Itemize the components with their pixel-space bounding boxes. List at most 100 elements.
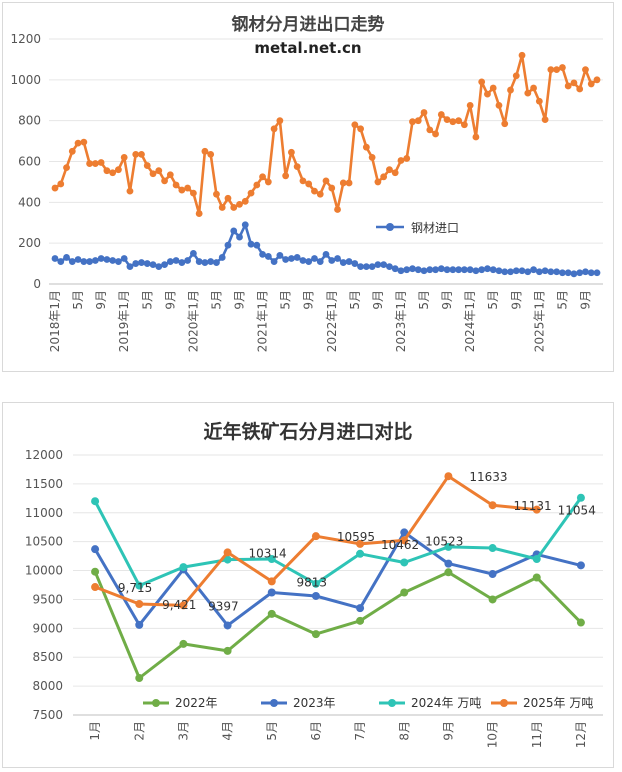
steel-chart-panel: 钢材分月进出口走势 metal.net.cn 0 200 400 600 800 1000… [2, 2, 614, 372]
data-point [103, 167, 111, 175]
data-point [488, 501, 497, 510]
x-tick-label: 6月 [309, 721, 323, 741]
data-point [564, 82, 572, 90]
data-point [507, 86, 514, 94]
data-point [259, 250, 266, 258]
data-point [400, 528, 409, 537]
data-point [345, 258, 353, 265]
data-point [443, 116, 451, 124]
data-point [97, 255, 105, 262]
data-point [126, 187, 134, 195]
data-point [223, 555, 232, 564]
data-point [409, 118, 416, 126]
data-point [120, 154, 128, 161]
legend-marker [270, 699, 278, 707]
data-point [380, 173, 388, 181]
data-point [51, 255, 59, 262]
data-point [488, 595, 497, 604]
x-tick-label: 9月 [371, 290, 385, 310]
data-point [322, 250, 330, 258]
y-tick-label: 10500 [25, 535, 63, 549]
data-point [311, 255, 318, 262]
y-tick-label: 200 [18, 236, 41, 250]
data-point [109, 169, 117, 177]
data-point [178, 259, 186, 266]
data-point [195, 210, 203, 217]
data-point [276, 252, 284, 259]
data-point [138, 150, 145, 158]
x-tick-label: 4月 [221, 721, 235, 741]
data-point [230, 204, 238, 211]
data-point [437, 111, 445, 118]
data-label: 10462 [381, 538, 419, 552]
data-point [149, 170, 157, 178]
data-point [593, 269, 601, 277]
data-point [460, 266, 468, 274]
data-point [179, 639, 188, 648]
data-point [126, 263, 134, 271]
data-point [264, 178, 272, 186]
data-point [576, 269, 584, 277]
x-tick-label: 2018年1月 [48, 290, 62, 352]
data-point [316, 190, 324, 198]
data-point [334, 255, 341, 262]
data-point [356, 549, 365, 558]
y-tick-label: 9500 [32, 592, 63, 606]
legend-marker [500, 699, 508, 707]
x-tick-label: 5月 [209, 290, 223, 310]
data-point [501, 120, 509, 128]
data-point [267, 588, 276, 597]
data-point [391, 265, 399, 273]
data-point [288, 255, 295, 262]
data-point [535, 97, 543, 105]
data-point [311, 630, 320, 639]
y-tick-label: 11500 [25, 477, 63, 491]
data-point [91, 567, 100, 576]
data-point [86, 258, 93, 265]
y-tick-label: 10000 [25, 564, 63, 578]
legend-label: 2025年 万吨 [523, 696, 593, 710]
data-label: 10595 [337, 530, 375, 544]
data-point [80, 138, 88, 146]
data-point [532, 573, 541, 582]
x-tick-label: 5月 [71, 290, 85, 310]
data-label: 10523 [425, 534, 463, 548]
legend-marker [386, 223, 394, 231]
data-point [293, 163, 301, 171]
data-point [386, 263, 393, 271]
data-point [553, 268, 561, 276]
data-point [386, 166, 393, 174]
data-point [91, 497, 100, 506]
data-point [576, 561, 585, 570]
y-tick-label: 8500 [32, 650, 63, 664]
data-point [135, 674, 144, 683]
data-point [444, 568, 453, 577]
data-point [570, 270, 578, 278]
data-point [400, 536, 409, 545]
steel-chart-title: 钢材分月进出口走势 [232, 14, 385, 35]
data-point [91, 160, 99, 167]
x-tick-label: 9月 [440, 290, 454, 310]
data-point [587, 80, 595, 88]
data-point [253, 241, 261, 249]
x-tick-label: 12月 [574, 721, 588, 748]
data-point [328, 184, 336, 192]
y-tick-label: 0 [33, 277, 41, 291]
x-tick-label: 2025年1月 [532, 290, 546, 352]
data-point [149, 261, 157, 269]
x-tick-label: 5月 [140, 290, 154, 310]
data-point [426, 266, 434, 274]
data-point [143, 162, 151, 169]
data-point [449, 118, 457, 126]
data-point [414, 266, 422, 274]
data-point [97, 159, 105, 166]
data-point [518, 267, 526, 275]
data-point [74, 139, 82, 147]
x-tick-label: 2019年1月 [117, 290, 131, 352]
data-point [224, 194, 232, 202]
y-tick-label: 800 [18, 114, 41, 128]
x-tick-label: 9月 [94, 290, 108, 310]
data-point [357, 263, 364, 271]
data-point [322, 177, 330, 185]
data-point [213, 190, 220, 198]
